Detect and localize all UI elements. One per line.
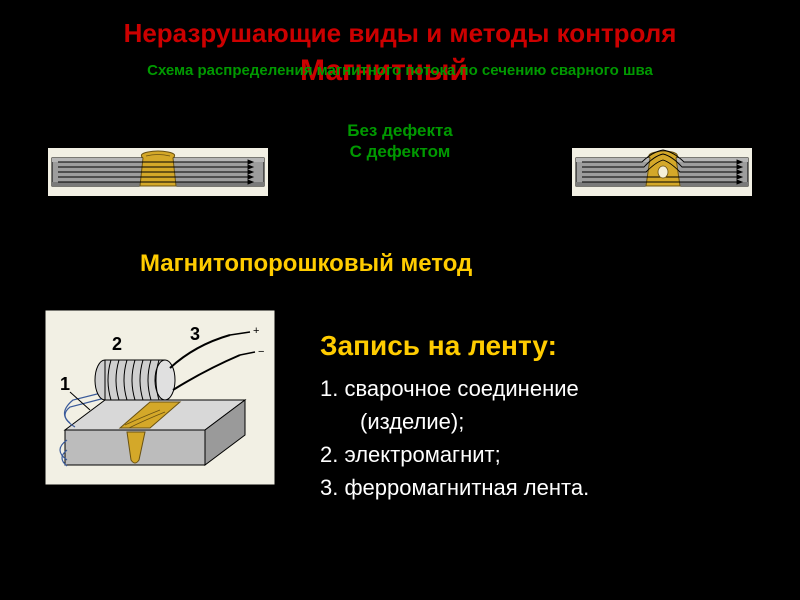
legend-item-2: 2. электромагнит;: [320, 438, 760, 471]
weld-diagram-with-defect: [572, 148, 752, 196]
method-title: Магнитопорошковый метод: [140, 250, 472, 278]
electromagnet-icon: [95, 360, 175, 400]
svg-text:−: −: [258, 346, 264, 358]
record-title: Запись на ленту:: [320, 330, 760, 362]
label-3: 3: [190, 324, 200, 344]
apparatus-diagram: + − 1 2 3: [45, 310, 275, 485]
legend-block: Запись на ленту: 1. сварочное соединение…: [320, 330, 760, 504]
caption-line: Схема распределения магнитного потока по…: [0, 62, 800, 80]
legend-item-1b: (изделие);: [320, 405, 760, 438]
legend-item-3: 3. ферромагнитная лента.: [320, 471, 760, 504]
legend-item-1: 1. сварочное соединение: [320, 372, 760, 405]
slide-title: Неразрушающие виды и методы контроля: [0, 18, 800, 49]
label-without-defect: Без дефекта: [0, 120, 800, 141]
label-2: 2: [112, 334, 122, 354]
scheme-caption: Схема распределения магнитного потока по…: [147, 62, 653, 79]
label-1: 1: [60, 374, 70, 394]
weld-diagram-no-defect: [48, 148, 268, 196]
svg-text:+: +: [253, 325, 259, 337]
